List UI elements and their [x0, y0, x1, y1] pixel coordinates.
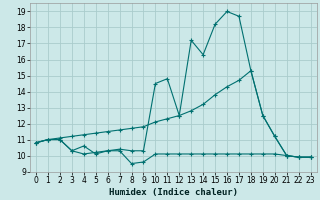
X-axis label: Humidex (Indice chaleur): Humidex (Indice chaleur): [109, 188, 238, 197]
